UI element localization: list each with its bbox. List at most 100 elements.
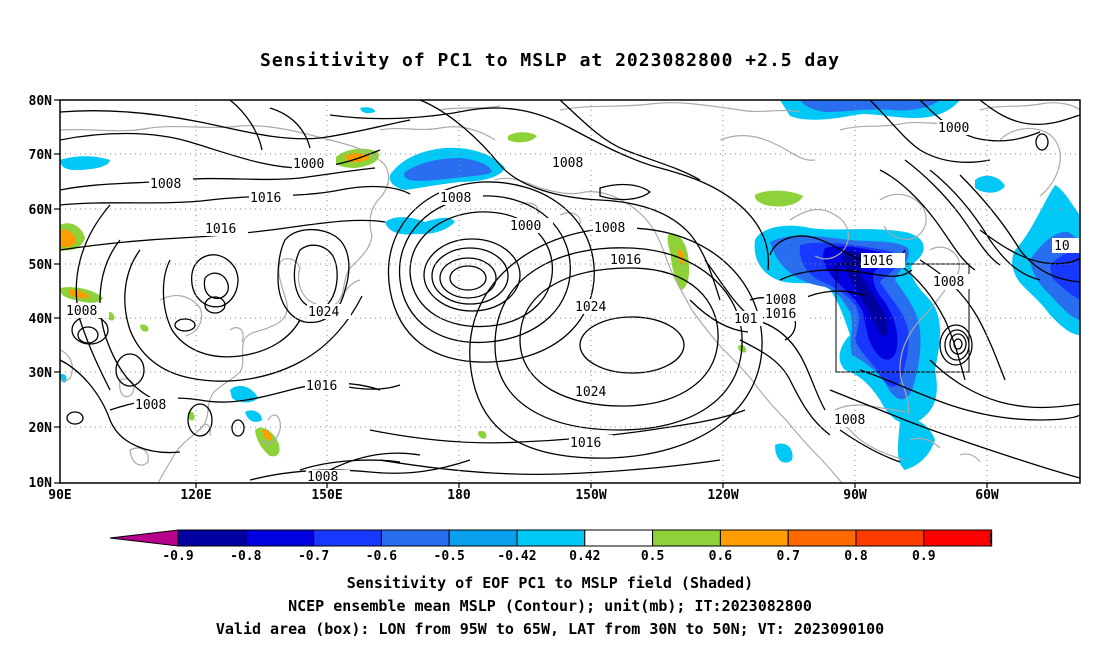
- lon-label: 90W: [843, 488, 867, 503]
- colorbar-label: -0.7: [298, 549, 329, 564]
- colorbar-label: 0.8: [844, 549, 868, 564]
- lat-labels: 80N 70N 60N 50N 40N 30N 20N 10N: [29, 94, 53, 491]
- colorbar-segment: [584, 529, 654, 547]
- lat-label: 40N: [29, 312, 53, 327]
- shade-blob-bering-2: [404, 158, 492, 181]
- colorbar-labels: -0.9 -0.8 -0.7 -0.6 -0.5 -0.42 0.42 0.5 0.6 0.7 0.…: [162, 549, 935, 564]
- shade-blob-gulf: [775, 443, 793, 463]
- colorbar-segment: [177, 529, 247, 547]
- coastlines: [60, 102, 1080, 483]
- contour-labels: 1000 1008 1016 1016 1024 1016 1008 1008 …: [65, 120, 1080, 485]
- contour-label: 10: [1054, 239, 1070, 254]
- contour-label: 1008: [552, 156, 583, 171]
- shade-pos-bc-core: [678, 249, 685, 265]
- colorbar-arrow-left: [109, 529, 179, 547]
- shade-pos-wpac-core: [262, 429, 272, 441]
- caption-line-1: Sensitivity of EOF PC1 to MSLP field (Sh…: [346, 574, 754, 592]
- colorbar-label: -0.5: [434, 549, 465, 564]
- lon-label: 150W: [575, 488, 606, 503]
- lat-label: 10N: [29, 476, 53, 491]
- lat-label: 80N: [29, 94, 53, 109]
- lon-label: 60W: [975, 488, 999, 503]
- contour-label: 1000: [293, 157, 324, 172]
- colorbar-arrow-right: [989, 529, 993, 547]
- lon-labels: 90E 120E 150E 180 150W 120W 90W 60W: [48, 488, 999, 503]
- lon-label: 150E: [311, 488, 342, 503]
- contour-label: 1008: [594, 221, 625, 236]
- colorbar-label: 0.42: [569, 549, 600, 564]
- lon-label: 120W: [707, 488, 738, 503]
- shade-blob-gulf-alaska: [385, 217, 455, 235]
- colorbar-label: -0.9: [162, 549, 193, 564]
- shade-blob-labrador: [975, 175, 1005, 193]
- lat-label: 20N: [29, 421, 53, 436]
- contour-label: 1008: [150, 177, 181, 192]
- contour-label: 1008: [307, 470, 338, 485]
- map-frame: [59, 99, 1081, 484]
- colorbar-segment: [245, 529, 315, 547]
- contour-label: 1016: [250, 191, 281, 206]
- contour-label: 1016: [765, 307, 796, 322]
- lat-label: 70N: [29, 148, 53, 163]
- colorbar-segment: [855, 529, 925, 547]
- shade-blob-arctic-2: [800, 100, 940, 112]
- colorbar-label: 0.9: [912, 549, 935, 564]
- shade-blob-caribbean: [897, 418, 935, 470]
- colorbar-label: 0.7: [776, 549, 799, 564]
- colorbar-label: -0.42: [497, 549, 536, 564]
- colorbar-label: 0.6: [709, 549, 733, 564]
- contour-label: 1024: [575, 300, 606, 315]
- caption-line-2: NCEP ensemble mean MSLP (Contour); unit(…: [288, 597, 812, 615]
- lat-label: 30N: [29, 366, 53, 381]
- colorbar-segment: [380, 529, 450, 547]
- colorbar: [109, 529, 993, 547]
- contour-label: 1016: [610, 253, 641, 268]
- colorbar-segment: [313, 529, 382, 547]
- contour-label: 1000: [938, 121, 969, 136]
- shade-pos-canada: [754, 190, 803, 207]
- axis-ticks: [54, 99, 988, 488]
- contour-label: 1016: [862, 254, 893, 269]
- shade-pos-china-3: [140, 324, 149, 332]
- shade-pos-pacific: [478, 430, 487, 439]
- colorbar-segment: [787, 529, 857, 547]
- shade-blob-siberia-west: [60, 156, 110, 170]
- contour-label: 1008: [933, 275, 964, 290]
- colorbar-label: -0.6: [366, 549, 397, 564]
- contour-label: 1008: [765, 293, 796, 308]
- shade-pos-china-core: [68, 289, 90, 299]
- colorbar-segment: [719, 529, 789, 547]
- contour-label: 1008: [135, 398, 166, 413]
- shade-blob-wpac: [230, 385, 258, 403]
- gridlines: [60, 100, 1080, 483]
- shade-pos-wpac: [255, 427, 280, 457]
- contour-label: 1008: [440, 191, 471, 206]
- lat-label: 50N: [29, 258, 53, 273]
- colorbar-segment: [448, 529, 518, 547]
- shade-pos-mongolia-core: [60, 229, 76, 248]
- colorbar-segment: [652, 529, 721, 547]
- shade-blob-east-us-5: [842, 251, 888, 337]
- colorbar-label: 0.5: [641, 549, 664, 564]
- shade-pos-bc: [667, 233, 690, 290]
- lat-label: 60N: [29, 203, 53, 218]
- lon-label: 180: [447, 488, 471, 503]
- contour-label: 1024: [308, 305, 339, 320]
- shade-pos-arctic: [508, 132, 537, 143]
- caption-line-3: Valid area (box): LON from 95W to 65W, L…: [215, 620, 885, 638]
- shade-blob-wpac-2: [245, 410, 262, 422]
- contour-label: 1016: [306, 379, 337, 394]
- lon-label: 120E: [180, 488, 211, 503]
- colorbar-label: -0.8: [230, 549, 261, 564]
- contour-label: 1024: [575, 385, 606, 400]
- contour-label: 1016: [205, 222, 236, 237]
- contour-label: 1008: [66, 304, 97, 319]
- contour-label: 101: [734, 312, 757, 327]
- lon-label: 90E: [48, 488, 71, 503]
- colorbar-segment: [516, 529, 586, 547]
- figure-title: Sensitivity of PC1 to MSLP at 2023082800…: [259, 50, 840, 71]
- contour-label: 1000: [510, 219, 541, 234]
- contour-label: 1008: [834, 413, 865, 428]
- contour-label: 1016: [570, 436, 601, 451]
